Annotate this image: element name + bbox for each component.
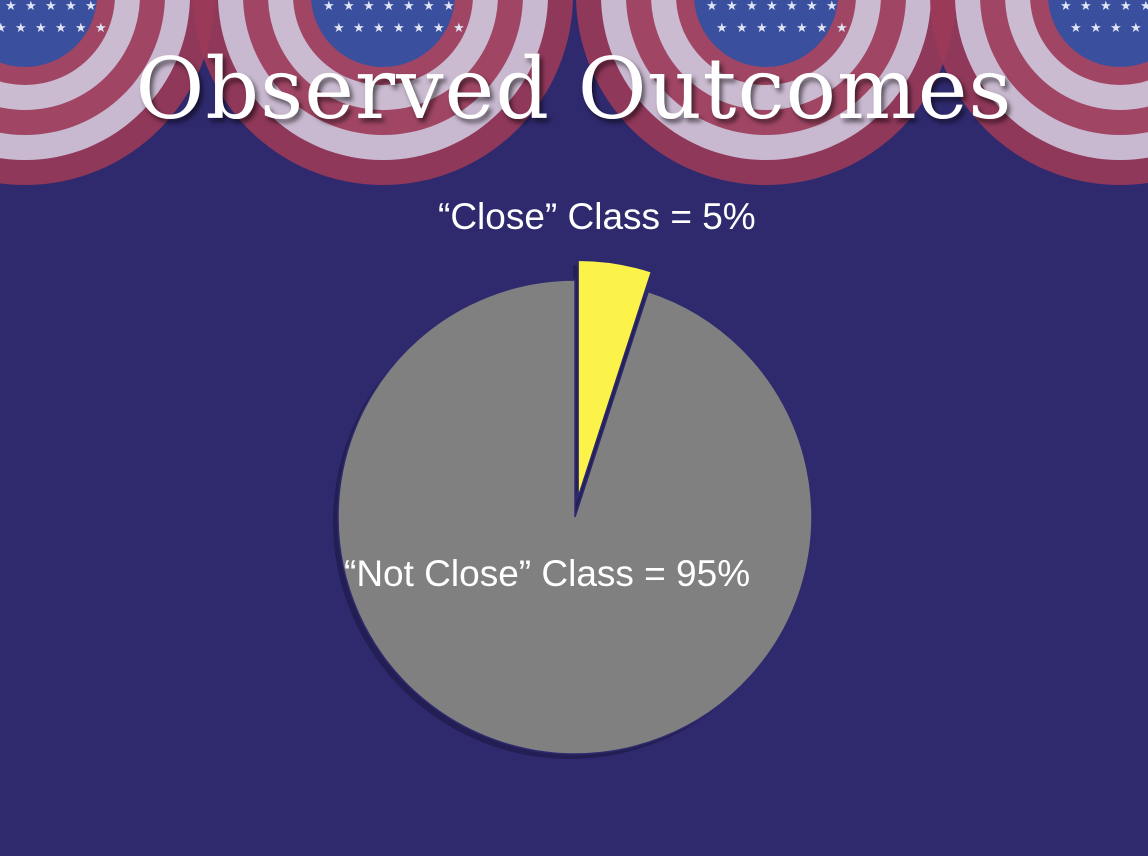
star-icon: ★ — [836, 21, 848, 36]
star-icon: ★ — [726, 0, 738, 14]
star-icon: ★ — [95, 21, 107, 36]
star-icon: ★ — [453, 21, 465, 36]
star-icon: ★ — [333, 21, 345, 36]
star-icon: ★ — [1140, 0, 1148, 14]
star-icon: ★ — [1080, 0, 1092, 14]
star-icon: ★ — [373, 21, 385, 36]
star-icon: ★ — [323, 0, 335, 14]
star-icon: ★ — [35, 21, 47, 36]
star-icon: ★ — [85, 0, 97, 14]
star-icon: ★ — [1130, 21, 1142, 36]
star-icon: ★ — [75, 21, 87, 36]
star-icon: ★ — [15, 21, 27, 36]
star-icon: ★ — [0, 21, 7, 36]
star-icon: ★ — [413, 21, 425, 36]
slice-label-not-close: “Not Close” Class = 95% — [344, 553, 751, 594]
star-icon: ★ — [706, 0, 718, 14]
star-icon: ★ — [1100, 0, 1112, 14]
star-icon: ★ — [443, 0, 455, 14]
star-icon: ★ — [65, 0, 77, 14]
star-icon: ★ — [1120, 0, 1132, 14]
bunting-fan: ★ ★ ★ ★ ★ ★ ★ ★ ★ ★ ★ ★ ★ ★ — [193, 0, 573, 185]
bunting-fan: ★★★★★★★★★★★★★★ — [0, 0, 215, 185]
pie-slice-not-close-class — [337, 279, 813, 755]
star-icon: ★ — [716, 21, 728, 36]
star-icon: ★ — [816, 21, 828, 36]
star-icon: ★ — [786, 0, 798, 14]
star-icon: ★ — [25, 0, 37, 14]
star-icon: ★ — [5, 0, 17, 14]
star-icon: ★ — [756, 21, 768, 36]
slide-title: Observed Outcomes — [135, 40, 1013, 138]
star-icon: ★ — [736, 21, 748, 36]
bunting-fan: ★★★★★★★★★★★★★★ — [930, 0, 1148, 185]
star-icon: ★ — [796, 21, 808, 36]
flag-bunting-decoration: ★ ★ ★ ★ ★★ ★ ★ ★ ★ ★★ ★ ★ ★ ★ ★ ★★ ★ ★ ★ ★ ★ ★★ ★ ★ ★ ★ ★ ★★ ★ ★ ★ ★ ★ ★★… — [0, 0, 1148, 185]
star-icon: ★ — [353, 21, 365, 36]
star-icon: ★ — [1090, 21, 1102, 36]
pie-slice-close-class — [577, 259, 653, 498]
star-icon: ★ — [45, 0, 57, 14]
bunting-fan: ★ ★ ★ ★ ★ ★ ★ ★ ★ ★ ★ ★ ★ ★ — [576, 0, 956, 185]
star-icon: ★ — [383, 0, 395, 14]
star-icon: ★ — [746, 0, 758, 14]
star-icon: ★ — [55, 21, 67, 36]
star-icon: ★ — [393, 21, 405, 36]
slice-label-close: “Close” Class = 5% — [438, 196, 756, 237]
star-icon: ★ — [826, 0, 838, 14]
star-icon: ★ — [766, 0, 778, 14]
star-icon: ★ — [1110, 21, 1122, 36]
star-icon: ★ — [433, 21, 445, 36]
star-icon: ★ — [1060, 0, 1072, 14]
star-icon: ★ — [1070, 21, 1082, 36]
star-icon: ★ — [776, 21, 788, 36]
star-icon: ★ — [806, 0, 818, 14]
star-icon: ★ — [343, 0, 355, 14]
star-icon: ★ — [423, 0, 435, 14]
star-icon: ★ — [403, 0, 415, 14]
star-icon: ★ — [363, 0, 375, 14]
